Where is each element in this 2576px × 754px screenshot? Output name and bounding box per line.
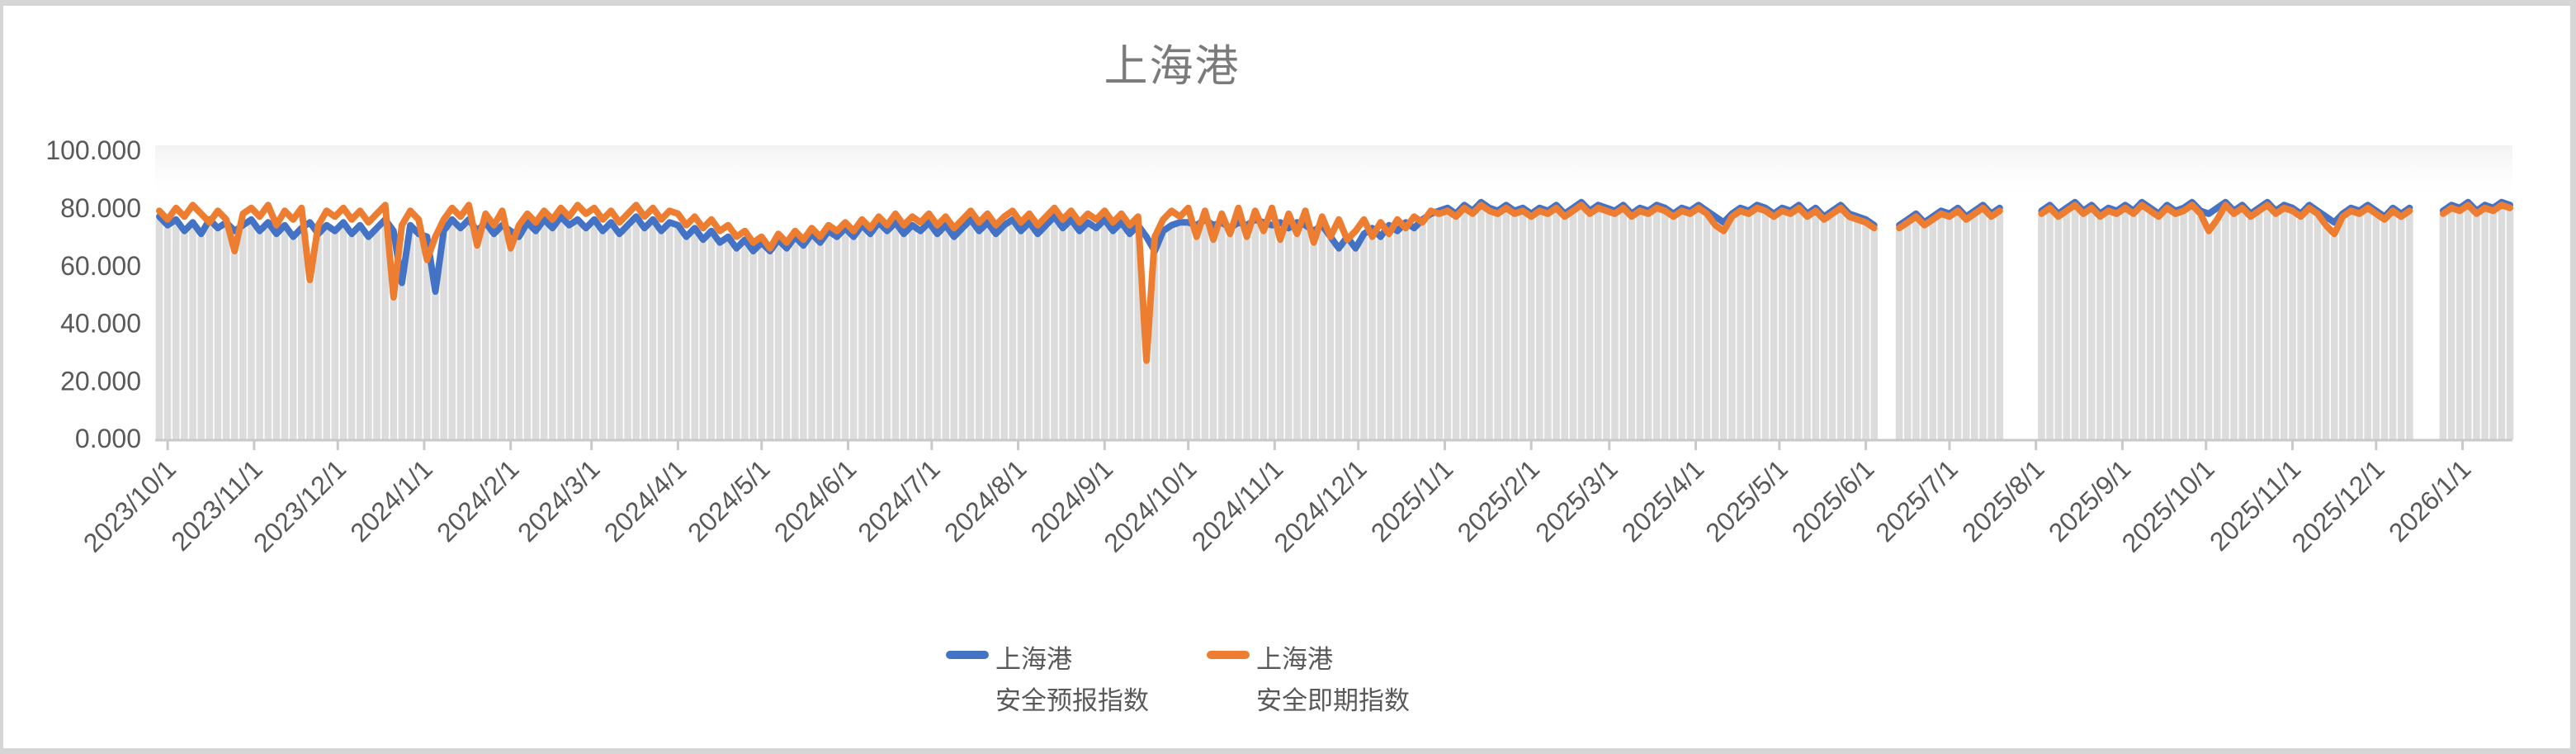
window-frame-left bbox=[0, 0, 3, 754]
svg-text:60.000: 60.000 bbox=[60, 251, 141, 281]
svg-text:2024/4/1: 2024/4/1 bbox=[598, 453, 692, 548]
legend-label-forecast-line2: 安全预报指数 bbox=[995, 685, 1149, 715]
svg-text:2023/10/1: 2023/10/1 bbox=[78, 453, 182, 557]
legend-label-spot-line2: 安全即期指数 bbox=[1256, 685, 1410, 715]
svg-text:2025/2/1: 2025/2/1 bbox=[1452, 453, 1546, 548]
x-axis bbox=[155, 439, 2512, 450]
series-line-safety-spot-index[interactable] bbox=[156, 202, 2513, 364]
svg-text:0.000: 0.000 bbox=[75, 424, 141, 453]
svg-text:20.000: 20.000 bbox=[60, 366, 141, 396]
legend-label-spot: 上海港 安全即期指数 bbox=[1256, 639, 1410, 721]
svg-text:2024/12/1: 2024/12/1 bbox=[1269, 453, 1373, 557]
svg-text:2024/1/1: 2024/1/1 bbox=[344, 453, 438, 548]
svg-text:2025/10/1: 2025/10/1 bbox=[2116, 453, 2220, 557]
svg-text:2025/3/1: 2025/3/1 bbox=[1529, 453, 1624, 548]
legend-label-forecast-line1: 上海港 bbox=[995, 645, 1072, 674]
chart-title: 上海港 bbox=[1104, 42, 1241, 91]
svg-text:2025/8/1: 2025/8/1 bbox=[1956, 453, 2050, 548]
svg-text:40.000: 40.000 bbox=[60, 309, 141, 339]
legend-label-forecast: 上海港 安全预报指数 bbox=[995, 639, 1149, 721]
plot-background bbox=[155, 145, 2512, 203]
svg-text:2026/1/1: 2026/1/1 bbox=[2383, 453, 2477, 548]
legend-item-forecast-index[interactable]: 上海港 安全预报指数 bbox=[946, 639, 1149, 721]
legend-item-spot-index[interactable]: 上海港 安全即期指数 bbox=[1207, 639, 1410, 721]
svg-text:2025/7/1: 2025/7/1 bbox=[1869, 453, 1964, 548]
svg-text:2024/7/1: 2024/7/1 bbox=[852, 453, 946, 548]
x-axis-labels: 2023/10/12023/11/12023/12/12024/1/12024/… bbox=[78, 453, 2477, 557]
background-columns bbox=[155, 207, 2514, 440]
svg-text:2024/5/1: 2024/5/1 bbox=[682, 453, 776, 548]
svg-text:2023/12/1: 2023/12/1 bbox=[248, 453, 352, 557]
svg-text:2025/4/1: 2025/4/1 bbox=[1616, 453, 1710, 548]
svg-text:2025/12/1: 2025/12/1 bbox=[2286, 453, 2390, 557]
legend-line-marker-blue bbox=[946, 651, 989, 659]
legend-line-marker-orange bbox=[1207, 651, 1250, 659]
svg-text:2024/2/1: 2024/2/1 bbox=[431, 453, 525, 548]
chart-legend: 上海港 安全预报指数 上海港 安全即期指数 bbox=[946, 639, 1410, 721]
svg-text:100.000: 100.000 bbox=[45, 135, 141, 165]
y-axis-labels: 0.000 20.000 40.000 60.000 80.000 100.000 bbox=[45, 135, 141, 453]
svg-text:2025/1/1: 2025/1/1 bbox=[1365, 453, 1459, 548]
svg-text:2025/6/1: 2025/6/1 bbox=[1786, 453, 1880, 548]
svg-text:2024/6/1: 2024/6/1 bbox=[768, 453, 863, 548]
svg-text:80.000: 80.000 bbox=[60, 193, 141, 223]
svg-text:2025/5/1: 2025/5/1 bbox=[1699, 453, 1794, 548]
window-frame-top bbox=[0, 0, 2576, 6]
legend-label-spot-line1: 上海港 bbox=[1256, 645, 1333, 674]
svg-text:2024/10/1: 2024/10/1 bbox=[1098, 453, 1202, 557]
window-frame-bottom bbox=[0, 748, 2576, 754]
svg-text:2024/8/1: 2024/8/1 bbox=[938, 453, 1033, 548]
svg-text:2024/3/1: 2024/3/1 bbox=[512, 453, 606, 548]
window-frame-right bbox=[2570, 0, 2576, 754]
